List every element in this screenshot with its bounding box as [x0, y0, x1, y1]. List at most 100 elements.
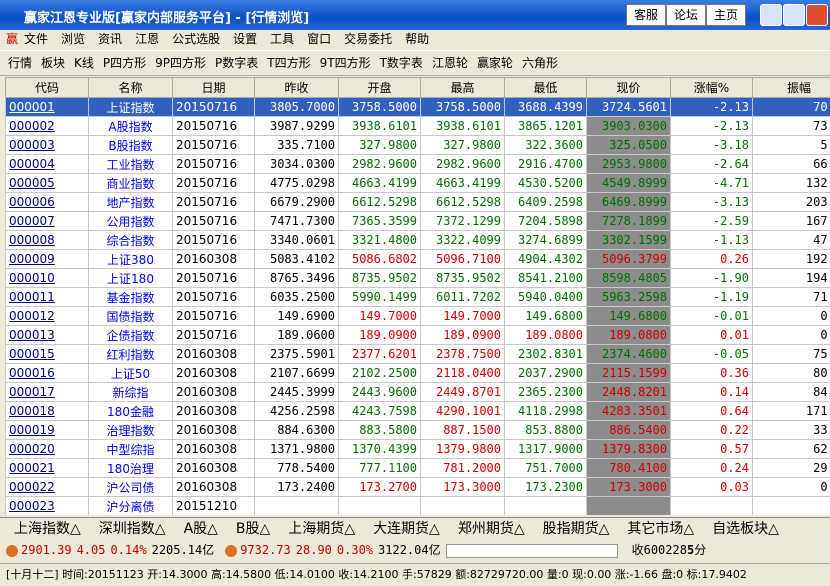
cell: 149.6800 — [587, 307, 671, 326]
cell: 2375.5901 — [255, 345, 339, 364]
cell: 3865.1201 — [505, 117, 587, 136]
column-header: 最高 — [421, 78, 505, 98]
menu-item[interactable]: 交易委托 — [344, 32, 392, 46]
tool-button[interactable]: P四方形 — [103, 56, 146, 70]
menu-item[interactable]: 文件 — [24, 32, 48, 46]
menu-item[interactable]: 公式选股 — [172, 32, 220, 46]
cell: 20160308 — [173, 383, 255, 402]
cell: 3805.7000 — [255, 98, 339, 117]
tool-button[interactable]: 赢家轮 — [477, 56, 513, 70]
cell: 3322.4099 — [421, 231, 505, 250]
tool-button[interactable]: 9T四方形 — [320, 56, 371, 70]
cell: -2.13 — [671, 98, 753, 117]
market-tab[interactable]: A股△ — [184, 521, 218, 537]
cell: 000010 — [6, 269, 89, 288]
tool-button[interactable]: T四方形 — [267, 56, 310, 70]
market-tab[interactable]: 其它市场△ — [627, 521, 694, 537]
tool-button[interactable]: 江恩轮 — [432, 56, 468, 70]
menu-item[interactable]: 工具 — [270, 32, 294, 46]
market-tab[interactable]: 上海指数△ — [14, 521, 81, 537]
cell: 2118.0400 — [421, 364, 505, 383]
cell: 8598.4805 — [587, 269, 671, 288]
cell: 2037.2900 — [505, 364, 587, 383]
cell: 203.2 — [753, 193, 830, 212]
cell: 20150716 — [173, 326, 255, 345]
cell: 192.2 — [753, 250, 830, 269]
cell: 0.64 — [671, 402, 753, 421]
menu-item[interactable]: 江恩 — [135, 32, 159, 46]
cell: 0.0 — [753, 307, 830, 326]
market-tab[interactable]: B股△ — [236, 521, 270, 537]
cell: 000019 — [6, 421, 89, 440]
cell: 基金指数 — [89, 288, 173, 307]
menu-item[interactable]: 浏览 — [61, 32, 85, 46]
cell: 000021 — [6, 459, 89, 478]
maximize[interactable] — [783, 4, 805, 26]
cell: 4118.2998 — [505, 402, 587, 421]
minimize[interactable] — [760, 4, 782, 26]
cell: 132.8 — [753, 174, 830, 193]
cell — [339, 497, 421, 516]
tool-button[interactable]: T数字表 — [380, 56, 423, 70]
tool-button[interactable]: 9P四方形 — [155, 56, 206, 70]
forum-button[interactable]: 论坛 — [666, 4, 706, 26]
cell: 000006 — [6, 193, 89, 212]
service-button[interactable]: 客服 — [626, 4, 666, 26]
cell: 884.6300 — [255, 421, 339, 440]
cell: 2115.1599 — [587, 364, 671, 383]
market-tab[interactable]: 大连期货△ — [373, 521, 440, 537]
market-tab[interactable]: 郑州期货△ — [458, 521, 525, 537]
cell: 2377.6201 — [339, 345, 421, 364]
tool-button[interactable]: P数字表 — [215, 56, 258, 70]
cell: 180治理 — [89, 459, 173, 478]
market-tab[interactable]: 自选板块△ — [712, 521, 779, 537]
market-tab[interactable]: 股指期货△ — [543, 521, 610, 537]
tool-button[interactable]: K线 — [74, 56, 94, 70]
tool-button[interactable]: 行情 — [8, 56, 32, 70]
cell: 3724.5601 — [587, 98, 671, 117]
menu-item[interactable]: 设置 — [233, 32, 257, 46]
cell: 公用指数 — [89, 212, 173, 231]
home-button[interactable]: 主页 — [706, 4, 746, 26]
market-tab[interactable]: 上海期货△ — [288, 521, 355, 537]
menu-item[interactable]: 资讯 — [98, 32, 122, 46]
tool-button[interactable]: 六角形 — [522, 56, 558, 70]
menu-item[interactable]: 帮助 — [405, 32, 429, 46]
cell: 173.3000 — [587, 478, 671, 497]
cell: 33.2 — [753, 421, 830, 440]
tool-button[interactable]: 板块 — [41, 56, 65, 70]
cell: 189.0900 — [339, 326, 421, 345]
cell: 上证50 — [89, 364, 173, 383]
cell: 751.7000 — [505, 459, 587, 478]
close[interactable] — [806, 4, 828, 26]
menu-item[interactable]: 窗口 — [307, 32, 331, 46]
cell: 3938.6101 — [421, 117, 505, 136]
cell: 4256.2598 — [255, 402, 339, 421]
cell: 5096.7100 — [421, 250, 505, 269]
market-tab[interactable]: 深圳指数△ — [99, 521, 166, 537]
cell: 20160308 — [173, 345, 255, 364]
